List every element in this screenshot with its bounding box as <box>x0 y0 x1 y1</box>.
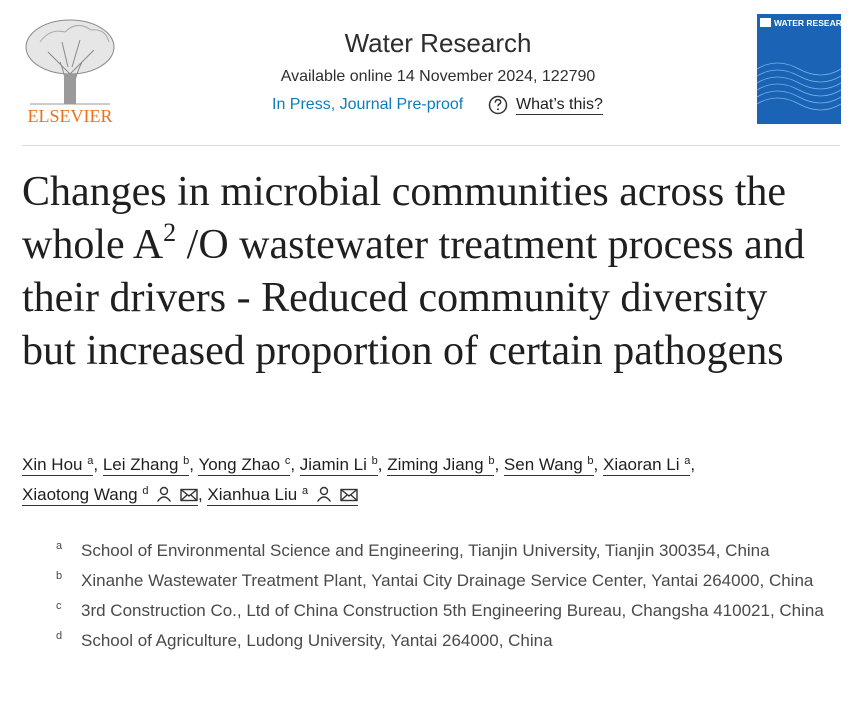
separator: , <box>93 455 99 474</box>
journal-title[interactable]: Water Research <box>344 28 532 58</box>
separator: , <box>377 455 383 474</box>
elsevier-logo[interactable]: ELSEVIER <box>20 12 122 128</box>
author-name[interactable]: Jiamin Li <box>299 455 367 474</box>
author: Xin Hou a, <box>22 455 98 476</box>
affiliation-mark: a <box>87 455 94 467</box>
affiliation-list: a School of Environmental Science and Eng… <box>56 536 846 656</box>
affiliation-text: Xinanhe Wastewater Treatment Plant, Yant… <box>81 571 814 590</box>
separator: , <box>290 455 296 474</box>
affiliation-mark: a <box>684 455 691 467</box>
author-link[interactable]: Xiaotong Wang d <box>22 485 198 506</box>
article-status[interactable]: In Press, Journal Pre-proof <box>272 96 464 113</box>
affiliation: b Xinanhe Wastewater Treatment Plant, Yan… <box>56 566 846 596</box>
divider <box>22 145 840 146</box>
separator: , <box>593 455 599 474</box>
author-link[interactable]: Xianhua Liu a <box>207 485 358 506</box>
author: Sen Wang b, <box>503 455 599 476</box>
affiliation-label: b <box>56 570 63 582</box>
separator: , <box>189 455 195 474</box>
affiliation-mark: d <box>142 485 149 497</box>
affiliation-mark: c <box>284 455 291 467</box>
author-name[interactable]: Xianhua Liu <box>207 485 298 504</box>
affiliation-mark: b <box>183 455 190 467</box>
author: Yong Zhao c, <box>198 455 295 476</box>
author-link[interactable]: Yong Zhao c <box>198 455 291 476</box>
author-name[interactable]: Ziming Jiang <box>387 455 484 474</box>
affiliation-label: d <box>56 630 63 642</box>
affiliation-label: a <box>56 540 63 552</box>
title-text: Changes in microbial communities across … <box>22 169 786 268</box>
title-superscript: 2 <box>163 218 177 247</box>
affiliation-text: School of Environmental Science and Engi… <box>81 541 770 560</box>
author: Jiamin Li b, <box>299 455 383 476</box>
author-link[interactable]: Sen Wang b <box>503 455 594 476</box>
article-title: Changes in microbial communities across … <box>22 166 822 378</box>
author: Xianhua Liu a <box>207 485 358 506</box>
title-text: /O wastewater treatment process and thei… <box>22 222 805 374</box>
author-link[interactable]: Ziming Jiang b <box>387 455 495 476</box>
author-name[interactable]: Xin Hou <box>22 455 83 474</box>
affiliation-mark: b <box>371 455 378 467</box>
help-icon <box>488 95 508 115</box>
author: Xiaoran Li a, <box>602 455 696 476</box>
separator: , <box>494 455 500 474</box>
availability: Available online 14 November 2024, 12279… <box>280 68 596 85</box>
help-text[interactable]: What’s this? <box>516 95 603 115</box>
author: Lei Zhang b, <box>102 455 195 476</box>
author-name[interactable]: Sen Wang <box>503 455 583 474</box>
author-icon[interactable] <box>156 486 172 502</box>
cover-title: WATER RESEARCH <box>774 18 841 28</box>
separator: , <box>690 455 696 474</box>
affiliation-mark: a <box>301 485 309 497</box>
author-link[interactable]: Lei Zhang b <box>102 455 190 476</box>
affiliation-mark: b <box>587 455 594 467</box>
author: Ziming Jiang b, <box>387 455 499 476</box>
help-link[interactable]: What’s this? <box>488 95 603 115</box>
author: Xiaotong Wang d , <box>22 485 203 506</box>
affiliation: c 3rd Construction Co., Ltd of China Cons… <box>56 596 846 626</box>
affiliation-text: 3rd Construction Co., Ltd of China Const… <box>81 601 824 620</box>
affiliation-mark: b <box>488 455 495 467</box>
author-name[interactable]: Xiaoran Li <box>602 455 680 474</box>
journal-cover[interactable]: WATER RESEARCH <box>757 14 841 124</box>
author-icon[interactable] <box>316 486 332 502</box>
affiliation-label: c <box>56 600 62 612</box>
author-name[interactable]: Lei Zhang <box>102 455 179 474</box>
email-icon[interactable] <box>339 488 358 502</box>
author-link[interactable]: Jiamin Li b <box>299 455 378 476</box>
author-name[interactable]: Xiaotong Wang <box>22 485 138 504</box>
separator: , <box>197 485 203 504</box>
publisher-name: ELSEVIER <box>28 106 113 126</box>
affiliation: d School of Agriculture, Ludong Universit… <box>56 626 846 656</box>
affiliation-text: School of Agriculture, Ludong University… <box>81 631 553 650</box>
email-icon[interactable] <box>180 488 198 502</box>
author-link[interactable]: Xiaoran Li a <box>602 455 691 476</box>
author-name[interactable]: Yong Zhao <box>198 455 281 474</box>
affiliation: a School of Environmental Science and Eng… <box>56 536 846 566</box>
author-link[interactable]: Xin Hou a <box>22 455 94 476</box>
author-list: Xin Hou a, Lei Zhang b, Yong Zhao c, Jia… <box>22 450 792 510</box>
